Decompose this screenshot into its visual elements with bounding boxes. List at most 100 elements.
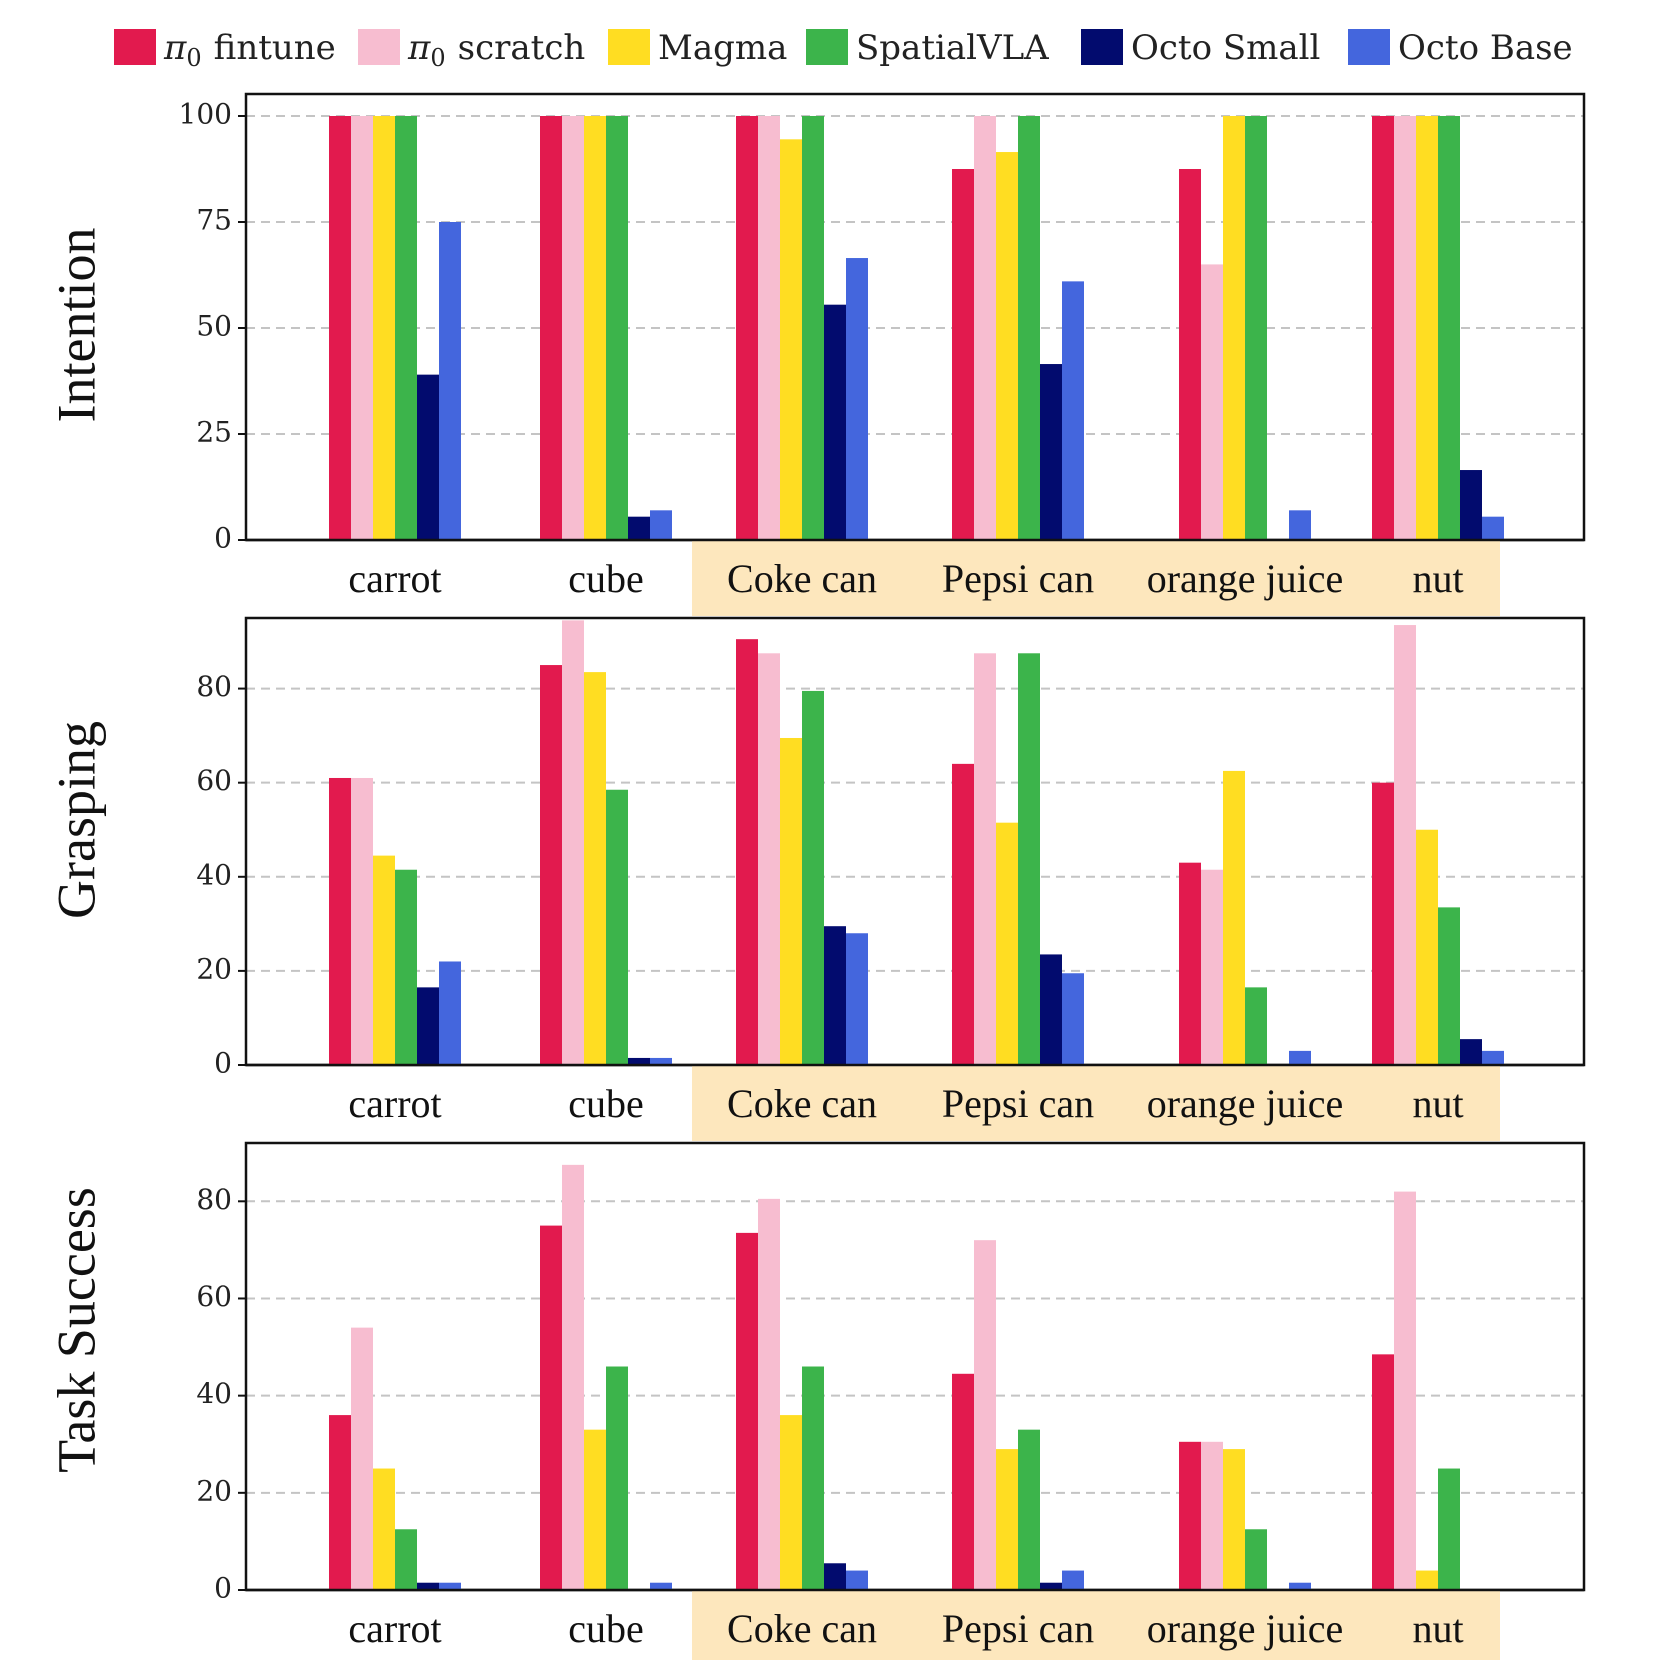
bar-carrot-1 xyxy=(329,1415,351,1590)
legend-label: π0 scratch xyxy=(407,28,585,72)
bar-cube-1 xyxy=(540,1225,562,1590)
legend-text: Octo Base xyxy=(1398,28,1573,68)
legend-label: Octo Small xyxy=(1131,28,1320,68)
bar-cube-6 xyxy=(650,510,672,540)
x-tick-label: cube xyxy=(568,1081,644,1126)
bar-orange-juice-6 xyxy=(1289,510,1311,540)
highlight-band xyxy=(692,1591,1500,1660)
bar-cube-2 xyxy=(562,620,584,1065)
bar-orange-juice-2 xyxy=(1201,869,1223,1065)
legend-item-6: Octo Base xyxy=(1348,28,1573,68)
legend-subscript: 0 xyxy=(430,44,445,72)
legend-swatch xyxy=(358,29,400,65)
legend-item-4: SpatialVLA xyxy=(806,28,1049,68)
legend-swatch xyxy=(114,29,156,65)
y-axis-label: Task Success xyxy=(46,1187,106,1473)
bar-nut-2 xyxy=(1394,1191,1416,1590)
bar-pepsi-can-3 xyxy=(996,1449,1018,1590)
bar-coke-can-2 xyxy=(758,1198,780,1590)
legend-label: SpatialVLA xyxy=(856,28,1049,68)
bar-coke-can-5 xyxy=(824,304,846,540)
bar-pepsi-can-5 xyxy=(1040,954,1062,1065)
x-tick-label: Pepsi can xyxy=(942,1081,1094,1126)
bar-pepsi-can-5 xyxy=(1040,364,1062,540)
bar-carrot-6 xyxy=(439,961,461,1065)
bar-nut-5 xyxy=(1460,1039,1482,1065)
bar-coke-can-4 xyxy=(802,116,824,540)
x-tick-label: carrot xyxy=(348,1081,441,1126)
x-tick-label: nut xyxy=(1412,1081,1463,1126)
bar-pepsi-can-2 xyxy=(974,653,996,1065)
bar-nut-1 xyxy=(1372,782,1394,1065)
legend-text: SpatialVLA xyxy=(856,28,1049,68)
y-tick-label: 0 xyxy=(214,1572,232,1605)
bar-orange-juice-3 xyxy=(1223,1449,1245,1590)
bar-coke-can-4 xyxy=(802,690,824,1065)
x-tick-label: nut xyxy=(1412,1606,1463,1651)
bar-carrot-6 xyxy=(439,1582,461,1590)
bar-orange-juice-2 xyxy=(1201,264,1223,540)
panel-intention: Intention 0 25 50 75 100 carrot cube Coke can Pep… xyxy=(46,92,1586,616)
x-tick-label: Coke can xyxy=(727,1606,877,1651)
bar-nut-2 xyxy=(1394,116,1416,540)
legend-label: π0 fintune xyxy=(163,28,336,72)
x-tick-label: Coke can xyxy=(727,1081,877,1126)
bar-nut-3 xyxy=(1416,829,1438,1065)
y-axis-label: Intention xyxy=(46,228,106,423)
legend-prefix: π xyxy=(163,28,187,68)
legend-text: fintune xyxy=(214,28,336,68)
bar-nut-2 xyxy=(1394,625,1416,1065)
x-tick-label: orange juice xyxy=(1147,1606,1344,1651)
y-tick-label: 50 xyxy=(196,310,232,343)
bar-pepsi-can-1 xyxy=(952,1373,974,1590)
x-tick-label: Pepsi can xyxy=(942,1606,1094,1651)
panel-task-success: Task Success 0 20 40 60 80 carrot cube Coke can P… xyxy=(46,1141,1586,1660)
bar-cube-4 xyxy=(606,1366,628,1590)
bar-carrot-4 xyxy=(395,869,417,1065)
legend-label: Magma xyxy=(658,28,787,68)
legend-swatch xyxy=(608,29,650,65)
bar-pepsi-can-4 xyxy=(1018,116,1040,540)
bar-pepsi-can-2 xyxy=(974,116,996,540)
bar-orange-juice-2 xyxy=(1201,1441,1223,1590)
bar-orange-juice-3 xyxy=(1223,116,1245,540)
bar-coke-can-2 xyxy=(758,653,780,1065)
bar-orange-juice-1 xyxy=(1179,862,1201,1065)
legend-swatch xyxy=(1081,29,1123,65)
bar-pepsi-can-6 xyxy=(1062,281,1084,540)
bar-carrot-5 xyxy=(417,374,439,540)
bar-cube-4 xyxy=(606,116,628,540)
bar-pepsi-can-4 xyxy=(1018,1429,1040,1590)
y-tick-label: 40 xyxy=(196,1377,232,1410)
bar-pepsi-can-2 xyxy=(974,1240,996,1590)
bar-coke-can-6 xyxy=(846,1570,868,1590)
bar-coke-can-2 xyxy=(758,116,780,540)
bar-nut-3 xyxy=(1416,1570,1438,1590)
y-tick-label: 75 xyxy=(196,204,232,237)
bar-pepsi-can-4 xyxy=(1018,653,1040,1065)
bar-carrot-5 xyxy=(417,987,439,1065)
legend-item-3: Magma xyxy=(608,28,787,68)
legend-swatch xyxy=(806,29,848,65)
legend-item-1: π0 fintune xyxy=(114,28,336,72)
bar-orange-juice-4 xyxy=(1245,987,1267,1065)
bar-coke-can-4 xyxy=(802,1366,824,1590)
bar-carrot-3 xyxy=(373,1468,395,1590)
bar-carrot-2 xyxy=(351,777,373,1065)
bar-cube-5 xyxy=(628,516,650,540)
bar-nut-6 xyxy=(1482,1050,1504,1065)
bar-carrot-1 xyxy=(329,116,351,540)
bar-coke-can-6 xyxy=(846,933,868,1065)
bar-carrot-3 xyxy=(373,855,395,1065)
bar-pepsi-can-3 xyxy=(996,152,1018,541)
bar-nut-4 xyxy=(1438,116,1460,540)
bar-cube-3 xyxy=(584,116,606,540)
x-tick-label: carrot xyxy=(348,556,441,601)
bar-cube-2 xyxy=(562,1164,584,1590)
legend-label: Octo Base xyxy=(1398,28,1573,68)
bar-cube-4 xyxy=(606,789,628,1065)
bar-cube-6 xyxy=(650,1582,672,1590)
legend-text: Octo Small xyxy=(1131,28,1320,68)
bar-carrot-1 xyxy=(329,777,351,1065)
